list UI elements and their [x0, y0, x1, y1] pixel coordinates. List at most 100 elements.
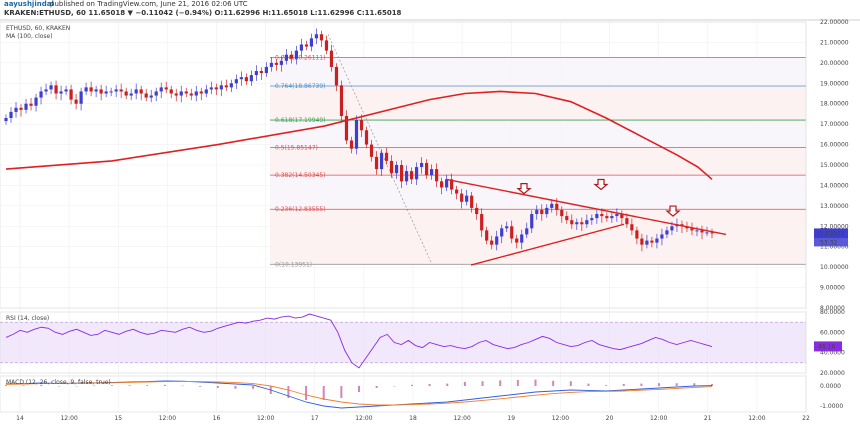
- candle-body: [69, 89, 73, 100]
- candle-body: [480, 214, 484, 231]
- candle-body: [199, 91, 203, 94]
- candle-body: [565, 216, 569, 221]
- candle-body: [710, 232, 714, 234]
- x-tick-label: 12:00: [159, 415, 176, 422]
- y-tick-label: 21.00000: [820, 39, 849, 46]
- macd-histogram-bar: [75, 386, 78, 387]
- candle-body: [570, 220, 574, 225]
- last-price-label: 11.65018: [816, 230, 845, 237]
- candle-body: [645, 240, 649, 245]
- candle-body: [520, 234, 524, 243]
- y-tick-label: 11.00000: [820, 244, 849, 251]
- candle-body: [700, 230, 704, 233]
- candle-body: [435, 169, 439, 182]
- rsi-tick-label: 40.0000: [820, 350, 845, 357]
- candle-body: [510, 226, 514, 239]
- macd-histogram-bar: [640, 383, 643, 386]
- rsi-value-badge: [814, 341, 842, 352]
- candle-body: [184, 91, 188, 94]
- candle-body: [319, 34, 324, 41]
- x-tick-label: 22: [802, 415, 810, 422]
- x-tick-label: 12:00: [748, 415, 765, 422]
- candle-body: [670, 226, 674, 231]
- countdown-label: 53:32: [820, 239, 837, 246]
- y-tick-label: 17.00000: [820, 121, 849, 128]
- candle-body: [374, 156, 379, 170]
- x-tick-label: 12:00: [453, 415, 470, 422]
- candle-body: [314, 34, 319, 39]
- x-tick-label: 12:00: [650, 415, 667, 422]
- macd-histogram-bar: [163, 384, 166, 386]
- lower-trendline: [470, 223, 625, 266]
- candle-body: [219, 85, 223, 90]
- x-tick-label: 18: [409, 415, 417, 422]
- candle-body: [99, 89, 103, 94]
- pane-border: [0, 311, 807, 374]
- macd-histogram-bar: [552, 380, 555, 386]
- macd-histogram-bar: [305, 386, 308, 400]
- candle-body: [4, 118, 8, 122]
- candle-body: [440, 181, 444, 188]
- candle-body: [695, 230, 699, 232]
- candle-body: [49, 85, 53, 90]
- candle-body: [545, 207, 549, 215]
- candle-body: [169, 89, 173, 94]
- fib-level-label: 0.764(18.86739): [275, 83, 326, 90]
- candle-body: [104, 91, 108, 94]
- down-arrow-icon: [665, 205, 681, 217]
- macd-histogram-bar: [252, 386, 255, 389]
- candle-body: [174, 93, 178, 96]
- candle-body: [485, 230, 489, 241]
- candle-body: [214, 87, 218, 90]
- candle-body: [615, 214, 619, 217]
- price-pane[interactable]: 22.00000 21.00000 20.00000 19.00000 18.00000…: [0, 19, 849, 412]
- macd-pane[interactable]: 0.0000 -1.0000 MACD (12, 26, close, 9, fal…: [5, 379, 843, 410]
- macd-tick-label: 0.0000: [820, 383, 841, 390]
- candle-body: [555, 203, 559, 210]
- candle-body: [264, 66, 268, 74]
- fib-level-label: 0.786(20.26111): [275, 55, 326, 62]
- x-tick-label: 12:00: [257, 415, 274, 422]
- ohlc-line: KRAKEN:ETHUSD, 60 11.65018 ▼ −0.11042 (−…: [4, 9, 402, 17]
- candle-body: [59, 91, 63, 94]
- macd-histogram-bar: [499, 380, 502, 386]
- candle-body: [430, 169, 434, 176]
- candle-body: [580, 222, 584, 225]
- x-tick-label: 14: [16, 415, 24, 422]
- candle-body: [404, 171, 409, 182]
- candle-body: [655, 238, 659, 243]
- rsi-tick-label: 20.0000: [820, 370, 845, 377]
- candle-body: [535, 209, 539, 215]
- candle-body: [364, 130, 369, 145]
- candle-body: [269, 62, 273, 67]
- candle-body: [550, 203, 554, 208]
- candle-body: [194, 91, 198, 96]
- candle-body: [139, 89, 143, 94]
- candle-body: [274, 62, 278, 65]
- fib-band: [270, 85, 806, 121]
- candle-body: [239, 77, 243, 80]
- candle-body: [204, 89, 208, 94]
- candle-body: [465, 195, 469, 202]
- macd-histogram-bar: [40, 384, 43, 386]
- pane-border: [0, 375, 807, 413]
- candle-body: [144, 93, 148, 98]
- candle-body: [89, 87, 93, 92]
- x-tick-label: 20: [606, 415, 614, 422]
- candle-body: [309, 38, 314, 47]
- macd-histogram-bar: [587, 383, 590, 386]
- candle-body: [530, 214, 534, 229]
- rsi-pane[interactable]: 80.0000 60.0000 40.0000 20.0000 RSI (14, clo…: [0, 309, 845, 377]
- macd-histogram-bar: [481, 381, 484, 386]
- candle-body: [254, 71, 258, 76]
- candle-body: [74, 99, 78, 104]
- candle-body: [339, 85, 344, 116]
- author-name[interactable]: aayushjindal: [4, 0, 54, 8]
- candle-body: [324, 40, 329, 51]
- candle-body: [630, 224, 634, 231]
- y-tick-label: 12.00000: [820, 223, 849, 230]
- candle-body: [244, 77, 248, 82]
- candle-body: [119, 89, 123, 92]
- candle-body: [620, 214, 624, 219]
